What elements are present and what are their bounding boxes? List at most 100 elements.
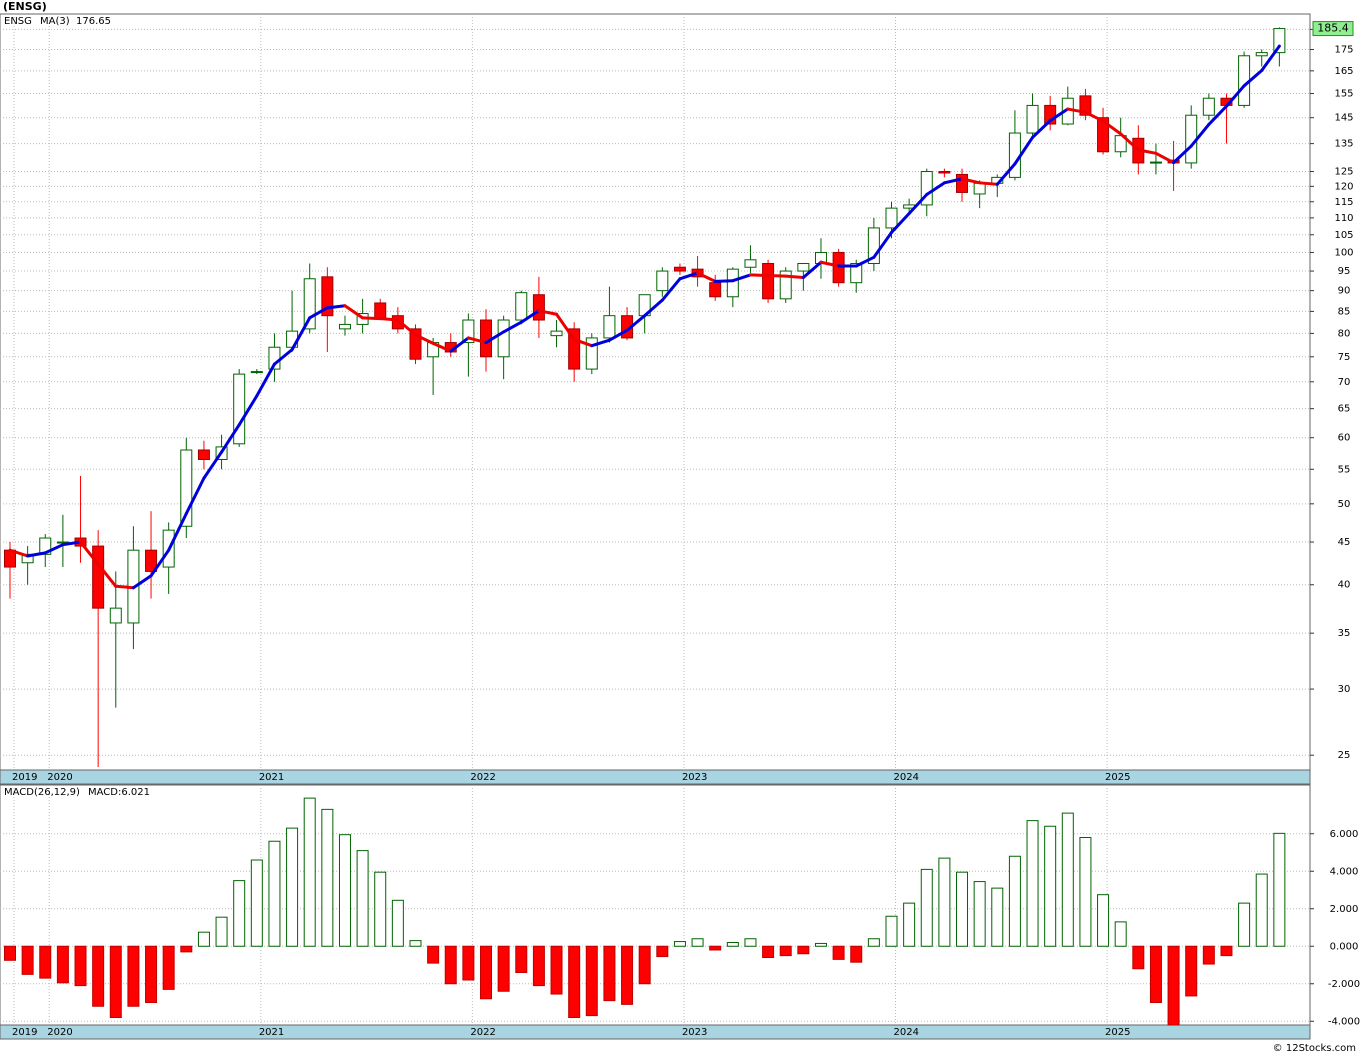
macd-bar: [286, 827, 299, 947]
ma-line: [801, 260, 823, 279]
candle-body: [779, 270, 792, 300]
ma-line: [1189, 122, 1211, 148]
candle-body: [1149, 161, 1162, 164]
macd-bar: [497, 945, 510, 992]
candle-body: [303, 278, 316, 330]
macd-bar: [1114, 921, 1127, 947]
macd-bar: [903, 902, 916, 947]
macd-bar: [1008, 855, 1021, 947]
y-tick-label: 0.000: [1330, 941, 1359, 952]
ma-line: [678, 271, 700, 281]
macd-bar: [709, 945, 722, 951]
candle-body: [233, 373, 246, 445]
ma-line: [484, 330, 506, 345]
ma-line: [978, 181, 999, 186]
y-tick-label: -2.000: [1328, 979, 1360, 990]
ma-line: [942, 177, 964, 185]
ma-line: [343, 304, 365, 320]
macd-bar: [109, 945, 122, 1018]
macd-bar: [427, 945, 440, 964]
y-tick-label: -4.000: [1328, 1016, 1360, 1027]
macd-bar: [1167, 945, 1180, 1026]
macd-bar: [268, 840, 281, 947]
ma-line: [202, 450, 224, 480]
y-tick-label: 50: [1338, 499, 1351, 510]
ma-line: [79, 540, 100, 566]
candle-body: [744, 259, 757, 268]
candle-body: [568, 328, 581, 370]
candle-body: [920, 171, 933, 206]
macd-bar: [21, 945, 34, 975]
candle-body: [480, 319, 493, 358]
macd-bar: [867, 938, 880, 947]
ma-line: [1031, 119, 1052, 139]
macd-bar: [356, 850, 369, 947]
ma-line: [361, 316, 382, 321]
macd-bar: [1185, 945, 1198, 997]
candle-body: [374, 302, 387, 319]
macd-bar: [409, 940, 422, 947]
macd-bar: [762, 945, 775, 958]
macd-bar: [4, 945, 16, 961]
x-tick-label: 2021: [259, 772, 284, 783]
macd-bar: [956, 871, 969, 947]
macd-bar: [1149, 945, 1162, 1003]
y-tick-label: 115: [1334, 197, 1353, 208]
x-tick-label: 2025: [1105, 772, 1130, 783]
ma-line: [731, 273, 752, 283]
candle-body: [1008, 132, 1021, 178]
x-tick-label: 2023: [682, 1027, 707, 1038]
y-tick-label: 125: [1334, 167, 1353, 178]
candle-body: [1097, 117, 1110, 153]
x-tick-label: 2024: [894, 1027, 919, 1038]
ma-line: [555, 312, 576, 341]
y-tick-label: 120: [1334, 181, 1353, 192]
candle-body: [109, 607, 122, 624]
candle-body: [338, 323, 351, 330]
y-tick-label: 65: [1338, 404, 1351, 415]
ma-line: [854, 255, 876, 268]
last-price-box: [1312, 21, 1354, 37]
ma-line: [995, 162, 1017, 186]
chart-title: (ENSG): [3, 0, 47, 13]
ma-line: [1172, 144, 1193, 165]
candle-body: [321, 276, 334, 317]
ma-line: [290, 316, 312, 352]
candle-body: [850, 262, 863, 284]
macd-bar: [814, 942, 827, 947]
footer: © 12Stocks.com: [1273, 1043, 1356, 1054]
candle-body: [1255, 52, 1268, 57]
macd-bar: [145, 945, 158, 1003]
macd-bar: [250, 859, 263, 947]
ma-line: [1083, 110, 1105, 123]
ma-line: [1242, 68, 1264, 88]
ma-line: [502, 320, 523, 334]
ma-line: [378, 317, 400, 322]
ma-line: [1154, 151, 1176, 165]
macd-bar: [374, 871, 387, 947]
ma-line: [1066, 107, 1087, 114]
x-axis-strip: [0, 1024, 1311, 1040]
ma-line: [413, 333, 435, 345]
macd-bar: [1273, 832, 1286, 947]
macd-bar: [1132, 945, 1145, 970]
y-tick-label: 25: [1338, 750, 1351, 761]
macd-bar: [585, 945, 598, 1017]
macd-bar: [885, 915, 898, 947]
legend-ma-value: 176.65: [76, 16, 111, 27]
y-tick-label: 75: [1338, 352, 1351, 363]
y-tick-label: 155: [1334, 89, 1353, 100]
macd-bar: [338, 834, 351, 947]
ma-line: [272, 348, 294, 366]
macd-bar: [938, 857, 951, 947]
ma-line: [1207, 104, 1228, 126]
ma-line: [537, 309, 559, 316]
candle-body: [956, 173, 969, 193]
macd-bar: [850, 945, 863, 963]
y-tick-label: 70: [1338, 377, 1351, 388]
plot-area: [0, 784, 1311, 1026]
legend-symbol: ENSG: [4, 16, 32, 27]
macd-bar: [74, 945, 87, 987]
candle-body: [585, 337, 598, 370]
ma-line: [114, 584, 135, 590]
